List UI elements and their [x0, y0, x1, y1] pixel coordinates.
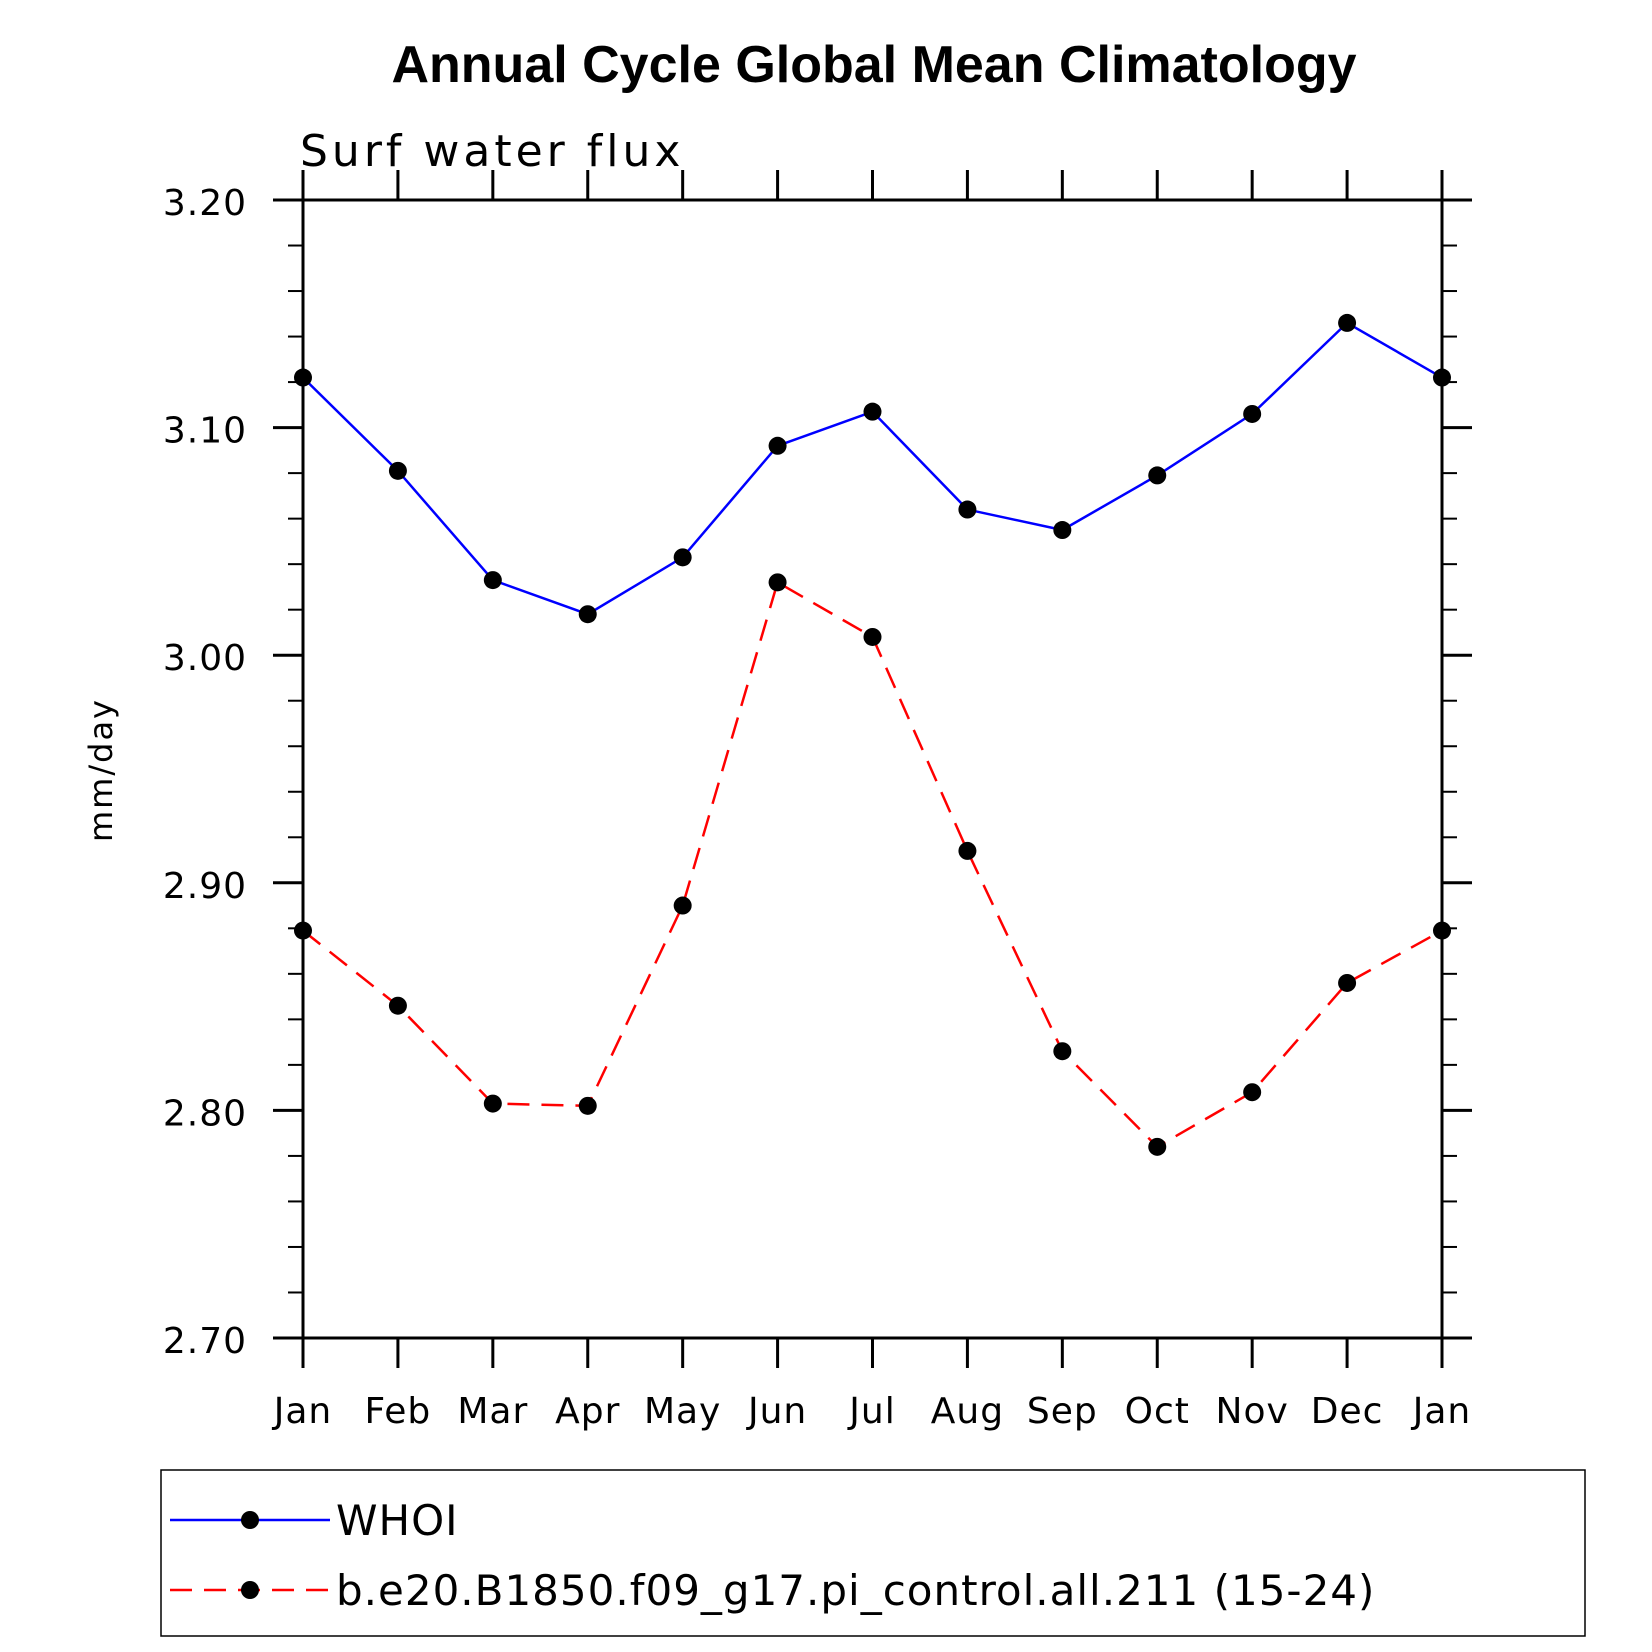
data-point — [1338, 973, 1357, 992]
data-point — [863, 402, 882, 421]
x-tick-label: Nov — [1216, 1391, 1289, 1432]
data-point — [388, 461, 407, 480]
data-point — [578, 1096, 597, 1115]
plot-frame — [301, 198, 1444, 1340]
data-point — [863, 627, 882, 646]
data-point — [483, 1094, 502, 1113]
data-point — [1338, 313, 1357, 332]
x-tick-label: Feb — [365, 1391, 432, 1432]
data-point — [1148, 466, 1167, 485]
legend-label-0: WHOI — [336, 1496, 459, 1545]
y-tick-label: 3.00 — [163, 638, 247, 679]
x-tick-label: May — [644, 1391, 721, 1432]
legend: WHOI b.e20.B1850.f09_g17.pi_control.all.2… — [160, 1469, 1586, 1637]
y-axis-label: mm/day — [82, 698, 120, 842]
data-point — [294, 921, 312, 940]
legend-marker-1 — [241, 1581, 259, 1599]
data-point — [768, 436, 787, 455]
x-tick-label: Dec — [1311, 1391, 1384, 1432]
data-point — [958, 500, 977, 519]
data-point — [1433, 368, 1451, 387]
x-tick-label: Mar — [457, 1391, 528, 1432]
x-tick-label: Jan — [1411, 1391, 1472, 1432]
x-tick-label: Aug — [931, 1391, 1004, 1432]
data-point — [768, 573, 787, 592]
x-tick-label: Oct — [1125, 1391, 1190, 1432]
legend-box — [160, 1469, 1586, 1637]
chart-title: Annual Cycle Global Mean Climatology — [391, 36, 1356, 94]
legend-marker-0 — [241, 1511, 259, 1529]
x-tick-label: Jan — [272, 1391, 333, 1432]
axis-tick-labels: Jan Feb Mar Apr May Jun Jul Aug Sep Oct Nov Dec Jan 2… — [163, 183, 1472, 1432]
data-point — [294, 368, 312, 387]
data-point — [958, 841, 977, 860]
x-tick-label: Apr — [555, 1391, 620, 1432]
x-tick-label: Jul — [847, 1391, 895, 1432]
data-point — [1053, 1042, 1072, 1061]
series-layer — [294, 313, 1451, 1156]
data-point — [578, 605, 597, 624]
y-tick-label: 3.10 — [163, 411, 247, 452]
data-point — [1243, 1083, 1262, 1102]
data-point — [673, 548, 692, 567]
x-tick-label: Jun — [746, 1391, 807, 1432]
legend-label-1: b.e20.B1850.f09_g17.pi_control.all.211 (… — [336, 1566, 1375, 1615]
data-point — [1053, 521, 1072, 540]
y-tick-label: 3.20 — [163, 183, 247, 224]
data-point — [483, 571, 502, 590]
data-point — [1243, 404, 1262, 423]
series-line-0 — [302, 321, 1443, 616]
data-point — [1148, 1137, 1167, 1156]
chart-subtitle: Surf water flux — [300, 126, 684, 177]
y-tick-label: 2.70 — [163, 1321, 247, 1362]
x-tick-label: Sep — [1027, 1391, 1098, 1432]
data-point — [388, 996, 407, 1015]
series-line-1 — [302, 580, 1443, 1149]
data-point — [673, 896, 692, 915]
axis-ticks — [273, 170, 1472, 1368]
y-tick-label: 2.90 — [163, 866, 247, 907]
y-tick-label: 2.80 — [163, 1093, 247, 1134]
data-point — [1433, 921, 1451, 940]
